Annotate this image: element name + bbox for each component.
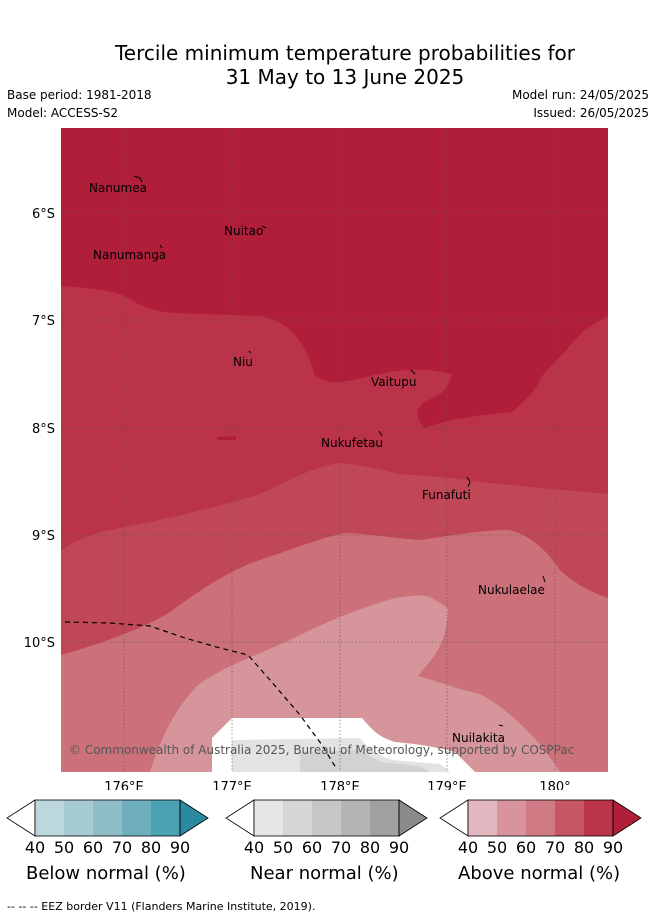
colorbar-label-above: Above normal (%) — [458, 863, 621, 884]
model-name: Model: ACCESS-S2 — [7, 106, 119, 120]
colorbar-outline — [253, 799, 400, 837]
eez-border — [64, 621, 337, 769]
base-period: Base period: 1981-2018 — [7, 88, 152, 102]
colorbar-segments — [439, 799, 642, 837]
issued-date: Issued: 26/05/2025 — [533, 106, 649, 120]
map-figure: Nanumea Nuitao Nanumanga Niu Vaitupu Nuk… — [24, 128, 608, 790]
island-outlines — [133, 175, 546, 727]
colorbar-segment — [341, 800, 370, 836]
colorbar-tick: 50 — [54, 838, 74, 857]
place-label: Nukufetau — [321, 436, 383, 450]
colorbar-extend-high — [179, 799, 209, 837]
colorbar-extend-low — [439, 799, 469, 837]
colorbar-segment — [584, 800, 613, 836]
colorbar-segment — [254, 800, 283, 836]
colorbar-below-normal: 40 50 60 70 80 90 — [6, 799, 209, 857]
lon-label: 178°E — [320, 780, 360, 790]
lon-label: 179°E — [427, 780, 467, 790]
lon-label: 177°E — [212, 780, 252, 790]
lat-label: 8°S — [32, 422, 55, 437]
place-label: Nanumea — [89, 181, 147, 195]
colorbar-extend-high — [612, 799, 642, 837]
colorbar-segment — [497, 800, 526, 836]
colorbar-tick: 90 — [170, 838, 190, 857]
colorbar-tick: 40 — [244, 838, 264, 857]
colorbar-segment — [555, 800, 584, 836]
place-label: Nukulaelae — [478, 583, 545, 597]
place-label: Vaitupu — [371, 375, 417, 389]
colorbar-segments — [225, 799, 428, 837]
colorbar-extend-low — [6, 799, 36, 837]
colorbar-above-normal: 40 50 60 70 80 90 — [439, 799, 642, 857]
colorbar-tick: 40 — [458, 838, 478, 857]
place-label: Nuitao — [224, 224, 263, 238]
place-label: Funafuti — [422, 488, 471, 502]
colorbar-tick: 70 — [331, 838, 351, 857]
colorbar-label-below: Below normal (%) — [26, 863, 186, 884]
colorbar-ticks: 40 50 60 70 80 90 — [244, 838, 409, 857]
colorbar-label-near: Near normal (%) — [250, 863, 399, 884]
graticule — [61, 128, 608, 772]
lat-label: 10°S — [24, 636, 55, 651]
colorbar-tick: 80 — [360, 838, 380, 857]
colorbar-tick: 60 — [302, 838, 322, 857]
colorbar-segment — [468, 800, 497, 836]
colorbar-ticks: 40 50 60 70 80 90 — [25, 838, 190, 857]
colorbar-tick: 60 — [516, 838, 536, 857]
colorbar-tick: 80 — [141, 838, 161, 857]
colorbar-ticks: 40 50 60 70 80 90 — [458, 838, 623, 857]
probability-shading — [61, 128, 608, 772]
place-label: Nanumanga — [93, 248, 166, 262]
eez-legend: -- -- -- EEZ border V11 (Flanders Marine… — [7, 900, 316, 913]
colorbar-near-normal: 40 50 60 70 80 90 — [225, 799, 428, 857]
colorbar-tick: 90 — [389, 838, 409, 857]
colorbar-tick: 90 — [603, 838, 623, 857]
colorbar-tick: 70 — [545, 838, 565, 857]
colorbar-extend-high — [398, 799, 428, 837]
colorbar-segment — [526, 800, 555, 836]
lon-label: 176°E — [104, 780, 144, 790]
colorbar-segment — [35, 800, 64, 836]
lat-label: 6°S — [32, 207, 55, 222]
map-title-line2: 31 May to 13 June 2025 — [225, 65, 465, 89]
lat-label: 7°S — [32, 314, 55, 329]
colorbar-segment — [151, 800, 180, 836]
colorbar-tick: 70 — [112, 838, 132, 857]
lon-label: 180° — [539, 780, 570, 790]
colorbar-tick: 80 — [574, 838, 594, 857]
colorbar-outline — [467, 799, 614, 837]
copyright-notice: © Commonwealth of Australia 2025, Bureau… — [69, 743, 574, 757]
colorbar-tick: 60 — [83, 838, 103, 857]
model-run: Model run: 24/05/2025 — [511, 88, 649, 102]
map-title-line1: Tercile minimum temperature probabilitie… — [114, 41, 576, 65]
colorbar-segment — [122, 800, 151, 836]
colorbar-segments — [6, 799, 209, 837]
place-label: Nuilakita — [452, 731, 505, 745]
colorbar-segment — [312, 800, 341, 836]
colorbar-segment — [283, 800, 312, 836]
colorbar-segment — [93, 800, 122, 836]
colorbar-segment — [370, 800, 399, 836]
colorbar-extend-low — [225, 799, 255, 837]
place-label: Niu — [233, 355, 253, 369]
colorbar-outline — [34, 799, 181, 837]
colorbar-tick: 40 — [25, 838, 45, 857]
colorbar-tick: 50 — [487, 838, 507, 857]
colorbar-tick: 50 — [273, 838, 293, 857]
lat-label: 9°S — [32, 529, 55, 544]
colorbar-segment — [64, 800, 93, 836]
